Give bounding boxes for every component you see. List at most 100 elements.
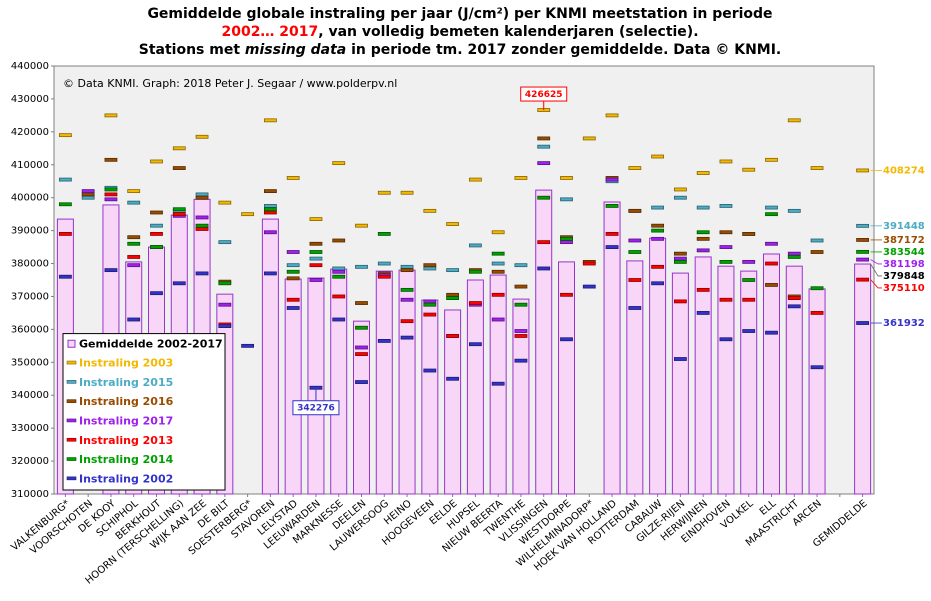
year-marker <box>468 342 482 347</box>
legend-label: Instraling 2014 <box>79 453 174 466</box>
year-marker <box>810 166 824 170</box>
year-marker <box>856 257 870 262</box>
year-marker <box>377 339 391 343</box>
value-label: 387172 <box>883 235 925 246</box>
label-leader <box>870 259 882 265</box>
year-marker <box>560 292 573 297</box>
title-part: Gemiddelde globale instraling per jaar (… <box>147 6 772 22</box>
year-marker <box>810 286 824 291</box>
year-marker <box>309 217 323 221</box>
year-marker <box>400 190 414 195</box>
average-bar <box>444 309 462 495</box>
year-marker <box>400 264 414 269</box>
year-marker <box>514 358 528 363</box>
title-part: missing data <box>245 42 346 58</box>
year-marker <box>58 202 72 207</box>
y-tick-label: 440000 <box>11 61 49 72</box>
average-bar <box>558 261 575 495</box>
year-marker <box>673 256 687 261</box>
year-marker <box>150 291 163 296</box>
year-marker <box>218 281 232 286</box>
year-marker <box>605 245 619 249</box>
year-marker <box>468 243 482 248</box>
legend-swatch <box>66 380 77 384</box>
year-marker <box>446 376 460 381</box>
year-marker <box>263 207 277 212</box>
year-marker <box>423 368 437 373</box>
chart-title: Stations met missing data in periode tm.… <box>139 42 782 58</box>
year-marker <box>537 136 551 141</box>
y-tick-label: 360000 <box>11 324 49 335</box>
year-marker <box>104 113 118 118</box>
y-tick-label: 340000 <box>11 390 49 401</box>
year-marker <box>514 284 528 289</box>
callout-box <box>292 400 340 416</box>
year-marker <box>423 299 437 304</box>
legend-box <box>62 333 226 491</box>
year-marker <box>172 146 186 151</box>
label-leader <box>870 263 882 277</box>
year-marker <box>696 205 710 210</box>
year-marker <box>58 232 72 236</box>
average-bar <box>763 253 780 495</box>
year-marker <box>423 302 437 307</box>
year-marker <box>787 255 801 259</box>
year-marker <box>468 301 482 305</box>
year-marker <box>127 235 141 240</box>
year-marker <box>719 230 733 235</box>
year-marker <box>856 249 870 254</box>
y-tick-label: 330000 <box>11 423 49 434</box>
year-marker <box>810 238 824 243</box>
year-marker <box>651 223 665 228</box>
year-marker <box>150 210 163 215</box>
year-marker <box>787 251 801 256</box>
year-marker <box>765 283 778 287</box>
year-marker <box>719 297 733 302</box>
year-marker <box>719 337 733 342</box>
year-marker <box>309 263 323 268</box>
year-marker <box>286 276 300 281</box>
year-marker <box>58 274 72 279</box>
year-marker <box>332 317 346 322</box>
average-bar <box>284 278 302 495</box>
y-tick-label: 410000 <box>11 160 49 171</box>
year-marker <box>582 136 596 141</box>
year-marker <box>787 118 801 123</box>
legend-label: Instraling 2003 <box>79 357 173 370</box>
year-marker <box>377 261 391 266</box>
year-marker <box>651 154 665 159</box>
year-marker <box>127 200 141 205</box>
legend-swatch <box>66 418 77 423</box>
year-marker <box>332 269 346 274</box>
year-marker <box>765 261 778 266</box>
average-bar <box>512 298 530 495</box>
year-marker <box>810 365 824 370</box>
average-bar <box>421 299 439 495</box>
year-marker <box>537 195 551 200</box>
year-marker <box>150 232 163 236</box>
year-marker <box>787 304 801 309</box>
year-marker <box>605 232 619 236</box>
year-marker <box>150 245 163 249</box>
year-marker <box>765 157 778 162</box>
year-marker <box>195 271 209 276</box>
year-marker <box>514 329 528 333</box>
year-marker <box>104 157 118 162</box>
average-bar <box>330 268 348 495</box>
average-bar <box>626 260 644 495</box>
year-marker <box>104 197 118 202</box>
year-marker <box>355 345 368 350</box>
year-marker <box>856 168 870 173</box>
year-marker <box>309 250 323 254</box>
average-bar <box>535 189 553 495</box>
year-marker <box>241 343 255 348</box>
title-part: Stations met <box>139 42 245 58</box>
year-marker <box>377 190 391 195</box>
year-marker <box>263 230 277 235</box>
year-marker <box>446 334 460 338</box>
year-marker <box>81 195 95 200</box>
legend-swatch <box>66 457 77 461</box>
year-marker <box>446 296 460 301</box>
year-marker <box>719 245 733 249</box>
